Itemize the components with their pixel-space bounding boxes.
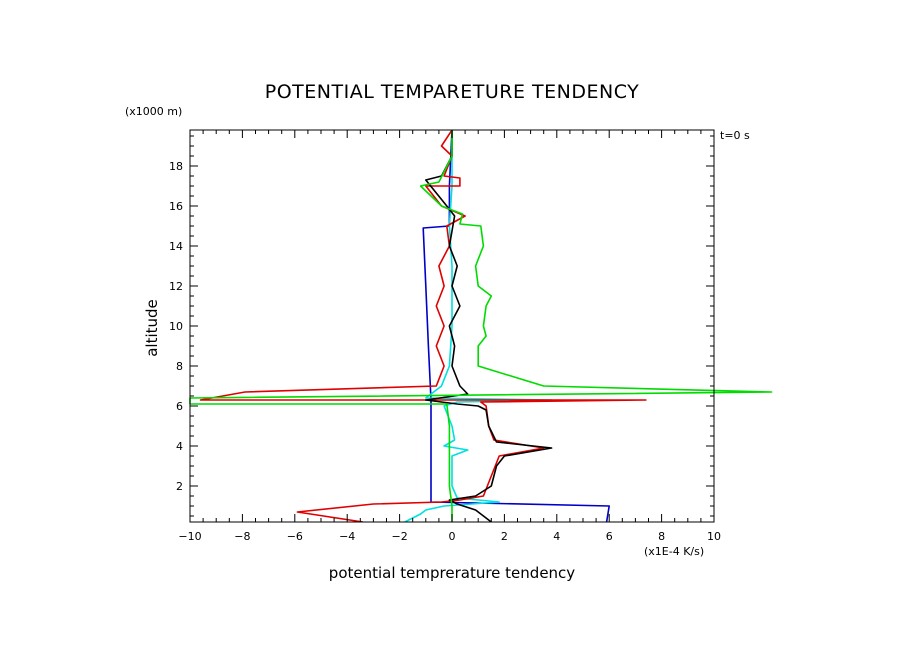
y-tick-label: 6 (176, 400, 183, 413)
y-tick-label: 12 (169, 280, 183, 293)
x-tick-label: −2 (391, 530, 407, 543)
x-axis-label: potential temprerature tendency (329, 564, 576, 582)
series-line-red (199, 130, 647, 522)
series-line-cyan (404, 130, 553, 522)
x-tick-label: 10 (707, 530, 721, 543)
series-line-blue (422, 130, 611, 522)
y-tick-label: 18 (169, 160, 183, 173)
chart-title: POTENTIAL TEMPARETURE TENDENCY (265, 81, 640, 103)
x-tick-label: 4 (553, 530, 560, 543)
x-tick-label: 6 (606, 530, 613, 543)
axes-layer: −10 −8 −6 −4 −2 0 2 4 6 8 10 2 4 6 8 10 12 14 16 18 (169, 129, 721, 543)
y-tick-label: 16 (169, 200, 183, 213)
y-tick-label: 14 (169, 240, 183, 253)
x-tick-label: −8 (234, 530, 250, 543)
y-unit-label: (x1000 m) (125, 105, 182, 118)
time-label: t=0 s (720, 129, 750, 142)
x-tick-label: −10 (178, 530, 201, 543)
x-tick-label: −4 (339, 530, 355, 543)
x-tick-label: 8 (658, 530, 665, 543)
y-tick-label: 2 (176, 480, 183, 493)
series-layer (189, 130, 773, 522)
x-tick-label: −6 (287, 530, 303, 543)
y-axis-label: altitude (143, 299, 161, 357)
series-line-green (189, 130, 773, 522)
series-line-black (424, 130, 553, 522)
y-tick-label: 8 (176, 360, 183, 373)
y-tick-label: 10 (169, 320, 183, 333)
x-tick-label: 0 (449, 530, 456, 543)
x-tick-label: 2 (501, 530, 508, 543)
x-unit-label: (x1E-4 K/s) (644, 545, 704, 558)
y-tick-label: 4 (176, 440, 183, 453)
